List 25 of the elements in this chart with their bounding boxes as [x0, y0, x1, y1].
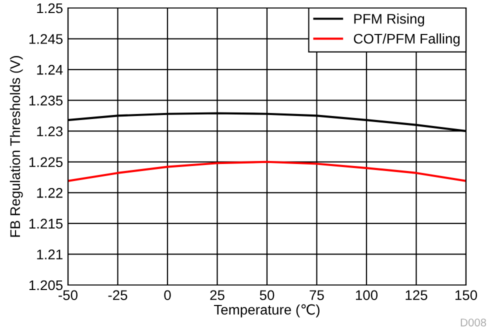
- y-axis-title: FB Regulation Thresholds (V): [10, 56, 23, 237]
- y-tick-label: 1.23: [37, 126, 63, 136]
- x-tick-label: 50: [260, 290, 274, 300]
- y-tick-label: 1.235: [29, 96, 63, 106]
- legend-label: COT/PFM Falling: [354, 33, 460, 46]
- x-tick-label: -50: [58, 290, 78, 300]
- line-series: [68, 160, 466, 182]
- y-tick-label: 1.24: [37, 64, 63, 75]
- y-tick-label: 1.22: [37, 188, 62, 198]
- y-tick-label: 1.25: [37, 3, 63, 14]
- y-tick-label: 1.245: [29, 34, 63, 44]
- x-tick-label: 75: [310, 290, 324, 300]
- text: D008: [460, 318, 486, 326]
- x-tick-label: 125: [406, 290, 428, 300]
- x-tick-label: 100: [356, 290, 378, 300]
- x-tick-label: 0: [164, 290, 171, 300]
- x-tick-label: -25: [108, 290, 128, 300]
- y-tick-label: 1.225: [29, 157, 63, 168]
- y-tick-label: 1.21: [37, 250, 62, 260]
- y-tick-label: 1.215: [29, 218, 63, 229]
- y-tick-label: 1.205: [29, 280, 63, 290]
- x-tick-label: 25: [210, 290, 224, 300]
- x-axis-title: Temperature (℃): [214, 304, 320, 318]
- x-tick-label: 150: [455, 290, 478, 300]
- legend-label: PFM Rising: [354, 14, 424, 27]
